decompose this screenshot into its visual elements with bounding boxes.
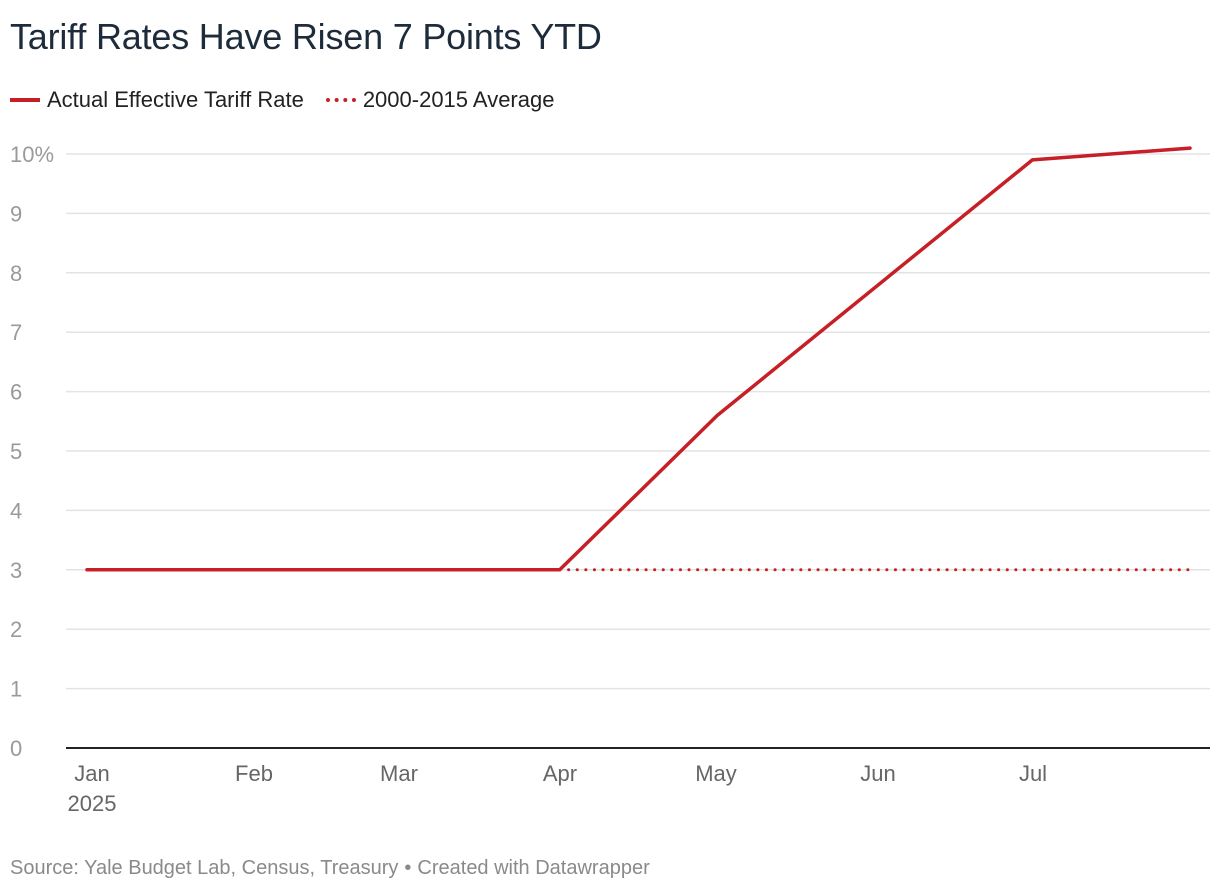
y-tick-label: 5 (10, 439, 22, 464)
datawrapper-credit: Created with Datawrapper (417, 857, 650, 879)
x-tick-label: Apr (543, 761, 577, 786)
source-footer: Source: Yale Budget Lab, Census, Treasur… (10, 857, 650, 880)
y-tick-label: 9 (10, 201, 22, 226)
y-tick-label: 3 (10, 558, 22, 583)
y-tick-label: 6 (10, 380, 22, 405)
series-actual-line (85, 146, 1192, 572)
y-tick-label: 1 (10, 677, 22, 702)
footer-separator: • (404, 857, 412, 879)
x-tick-label: May (695, 761, 737, 786)
legend-item-average: 2000-2015 Average (325, 87, 555, 113)
series-lines (85, 146, 1192, 572)
y-axis-tick-labels: 0 1 2 3 4 5 6 7 8 9 10% (10, 142, 54, 761)
chart-legend: Actual Effective Tariff Rate 2000-2015 A… (10, 86, 576, 114)
x-tick-label: Jul (1019, 761, 1047, 786)
legend-swatch-solid-line-icon (10, 98, 40, 102)
legend-label-actual: Actual Effective Tariff Rate (47, 87, 304, 112)
x-tick-label: Jan (74, 761, 109, 786)
x-tick-label: Feb (235, 761, 273, 786)
y-tick-label: 10% (10, 142, 54, 167)
source-text: Source: Yale Budget Lab, Census, Treasur… (10, 857, 399, 879)
legend-label-average: 2000-2015 Average (362, 87, 555, 112)
y-tick-label: 8 (10, 261, 22, 286)
y-tick-label: 4 (10, 498, 22, 523)
y-tick-label: 0 (10, 736, 22, 761)
legend-swatch-dotted-line-icon (325, 98, 356, 102)
y-tick-label: 2 (10, 617, 22, 642)
legend-item-actual: Actual Effective Tariff Rate (10, 87, 304, 113)
line-chart: 0 1 2 3 4 5 6 7 8 9 10% Jan Feb Mar Apr May Jun Jul 2025 (10, 142, 1210, 816)
x-tick-label: Mar (380, 761, 418, 786)
x-tick-label: Jun (860, 761, 895, 786)
gridlines (66, 153, 1210, 690)
y-tick-label: 7 (10, 320, 22, 345)
chart-title: Tariff Rates Have Risen 7 Points YTD (10, 16, 602, 57)
x-tick-year-label: 2025 (68, 791, 117, 816)
x-axis-tick-labels: Jan Feb Mar Apr May Jun Jul 2025 (68, 761, 1048, 816)
